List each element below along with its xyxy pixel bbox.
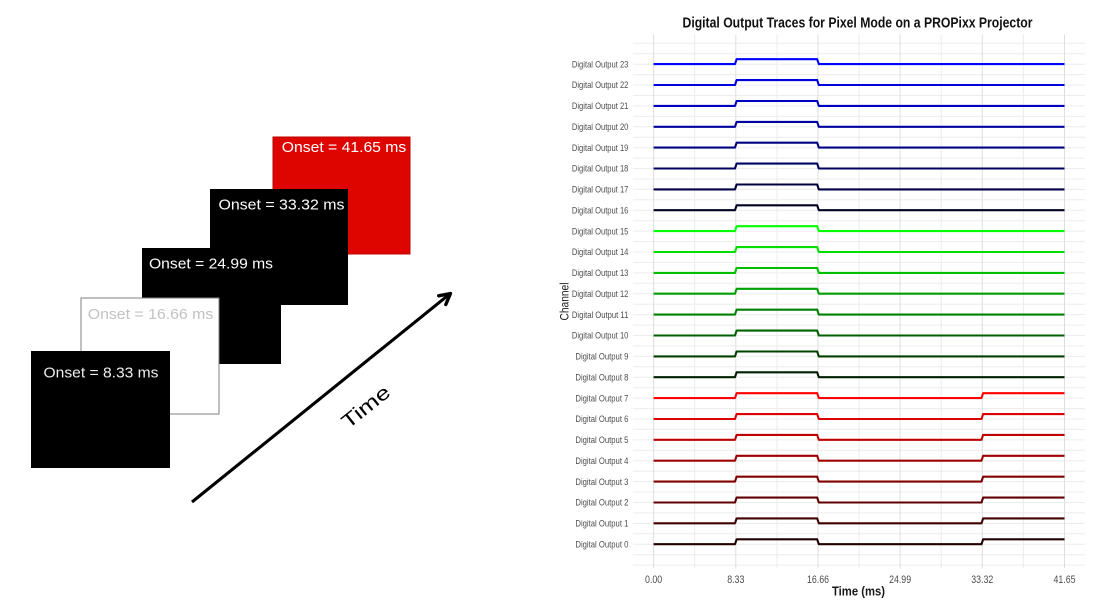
svg-text:8.33: 8.33	[727, 574, 744, 586]
svg-text:Digital Output 6: Digital Output 6	[575, 414, 628, 424]
svg-text:Digital Output 0: Digital Output 0	[575, 539, 628, 549]
svg-text:16.66: 16.66	[807, 574, 829, 586]
svg-text:Channel: Channel	[558, 283, 572, 321]
svg-text:Onset = 8.33 ms: Onset = 8.33 ms	[44, 365, 159, 382]
svg-text:Digital Output 15: Digital Output 15	[572, 226, 629, 236]
svg-text:Digital Output 1: Digital Output 1	[575, 519, 628, 529]
svg-text:Digital Output 14: Digital Output 14	[572, 247, 629, 257]
svg-text:Digital Output 17: Digital Output 17	[572, 185, 629, 195]
svg-text:Digital Output 4: Digital Output 4	[575, 456, 628, 466]
svg-text:33.32: 33.32	[971, 574, 993, 586]
svg-text:Digital Output 11: Digital Output 11	[572, 310, 629, 320]
svg-text:41.65: 41.65	[1054, 574, 1076, 586]
svg-text:Digital Output 7: Digital Output 7	[575, 393, 628, 403]
svg-text:Onset = 41.65 ms: Onset = 41.65 ms	[282, 139, 407, 156]
svg-text:Digital Output 12: Digital Output 12	[572, 289, 629, 299]
svg-text:Onset = 33.32 ms: Onset = 33.32 ms	[219, 197, 345, 214]
svg-text:Digital Output 16: Digital Output 16	[572, 205, 629, 215]
svg-text:Digital Output 20: Digital Output 20	[572, 122, 629, 132]
svg-text:Digital Output 10: Digital Output 10	[572, 331, 629, 341]
svg-text:Onset = 24.99 ms: Onset = 24.99 ms	[149, 256, 273, 273]
svg-text:Digital Output 23: Digital Output 23	[572, 59, 629, 69]
svg-text:24.99: 24.99	[889, 574, 911, 586]
svg-text:Digital Output 2: Digital Output 2	[575, 498, 628, 508]
svg-text:Time (ms): Time (ms)	[832, 585, 885, 599]
svg-text:Onset = 16.66 ms: Onset = 16.66 ms	[88, 306, 214, 323]
svg-text:Digital Output 18: Digital Output 18	[572, 164, 629, 174]
svg-text:Digital Output 9: Digital Output 9	[575, 352, 628, 362]
svg-text:Digital Output 22: Digital Output 22	[572, 80, 629, 90]
svg-text:Digital Output 13: Digital Output 13	[572, 268, 629, 278]
svg-text:Digital Output 21: Digital Output 21	[572, 101, 629, 111]
svg-text:0.00: 0.00	[645, 574, 662, 586]
svg-text:Digital Output 5: Digital Output 5	[575, 435, 628, 445]
svg-text:Digital Output Traces for Pixe: Digital Output Traces for Pixel Mode on …	[683, 15, 1033, 31]
svg-text:Digital Output 19: Digital Output 19	[572, 143, 629, 153]
svg-text:Digital Output 3: Digital Output 3	[575, 477, 628, 487]
svg-text:Digital Output 8: Digital Output 8	[575, 372, 628, 382]
svg-text:Time: Time	[338, 381, 395, 433]
